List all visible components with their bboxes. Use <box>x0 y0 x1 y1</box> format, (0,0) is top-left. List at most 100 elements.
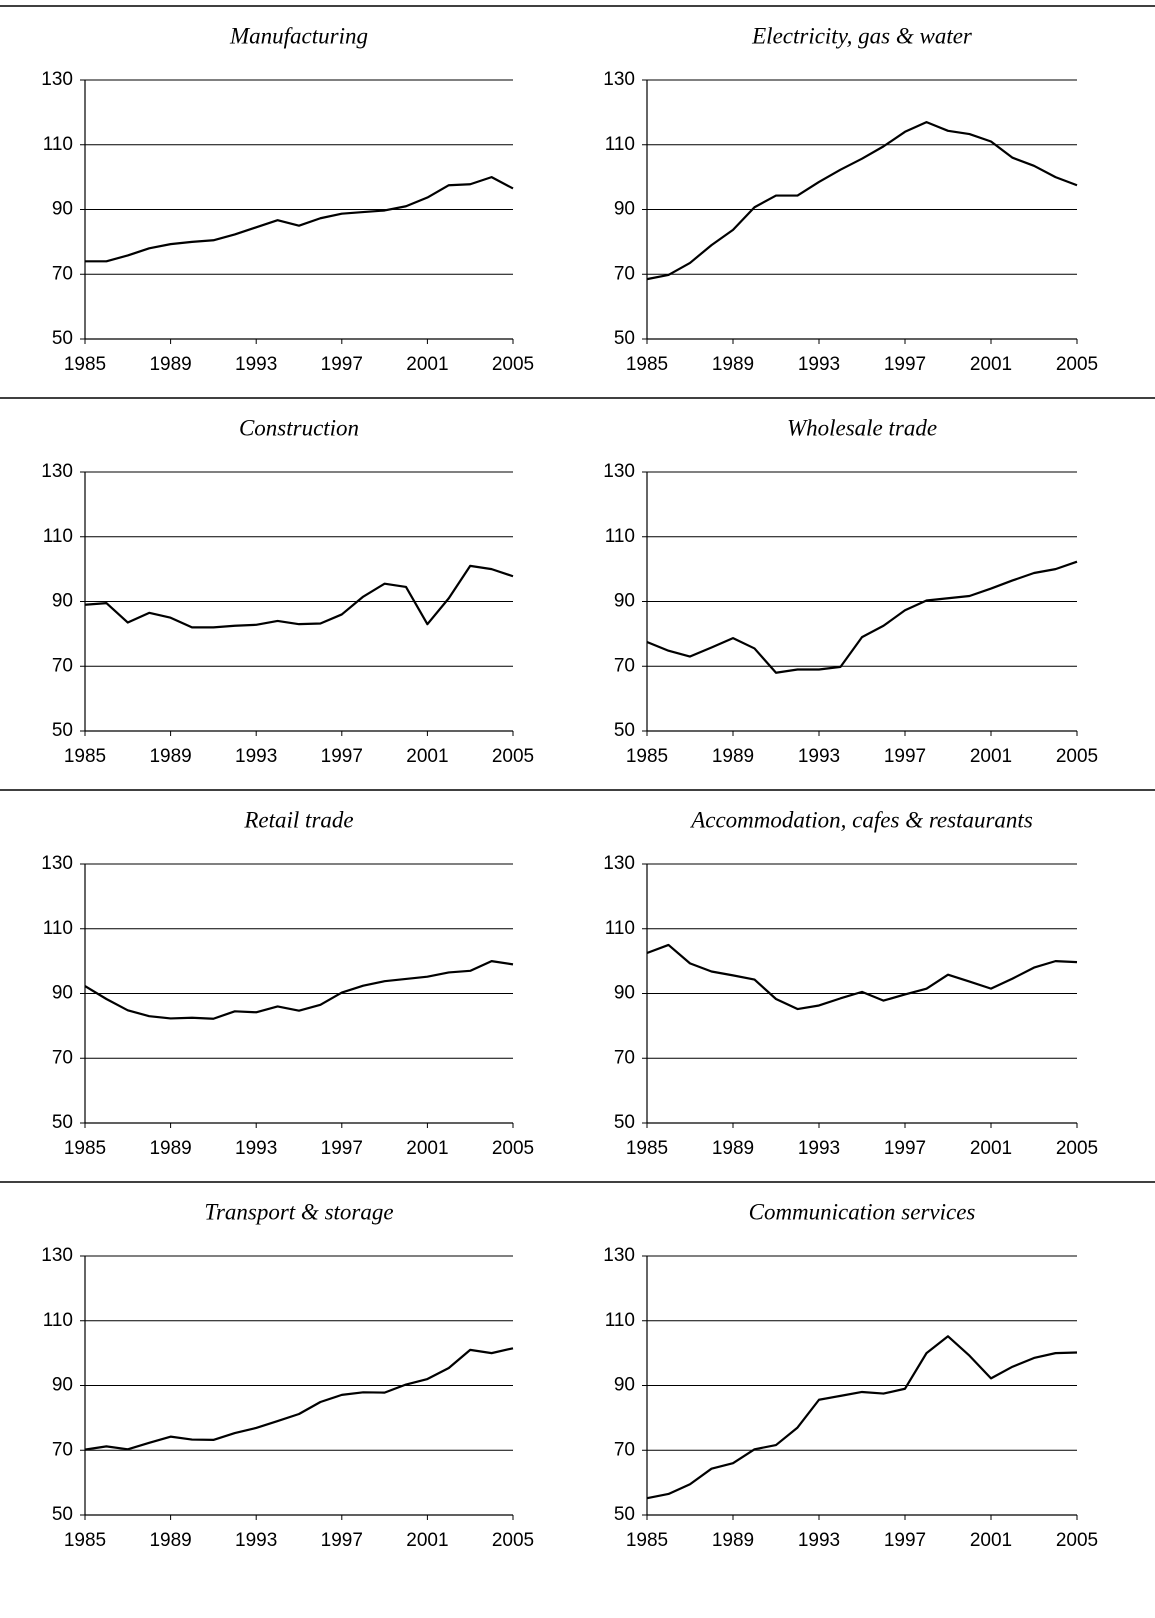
data-line <box>84 1347 514 1451</box>
chart-title: Electricity, gas & water <box>751 23 973 48</box>
x-tick-label: 1985 <box>626 746 668 767</box>
y-tick-label: 70 <box>52 263 73 284</box>
x-tick-label: 2005 <box>1056 354 1098 375</box>
x-tick-label: 1989 <box>149 1138 191 1159</box>
chart-title: Retail trade <box>243 807 353 832</box>
x-tick-label: 1989 <box>712 354 754 375</box>
x-tick-label: 2005 <box>492 1530 534 1551</box>
y-tick-label: 130 <box>603 1245 635 1266</box>
x-tick-label: 1989 <box>149 354 191 375</box>
y-tick-label: 50 <box>52 328 73 349</box>
x-tick-label: 1993 <box>235 1138 277 1159</box>
x-tick-label: 2005 <box>1056 1138 1098 1159</box>
x-tick-label: 1993 <box>235 1530 277 1551</box>
y-tick-label: 90 <box>614 983 635 1004</box>
x-tick-label: 1985 <box>64 746 106 767</box>
y-tick-label: 90 <box>52 591 73 612</box>
chart-title: Accommodation, cafes & restaurants <box>689 807 1033 832</box>
x-tick-label: 1989 <box>712 1138 754 1159</box>
y-tick-label: 70 <box>52 1047 73 1068</box>
y-tick-label: 130 <box>603 69 635 90</box>
x-tick-label: 1993 <box>798 1138 840 1159</box>
y-tick-label: 70 <box>52 1439 73 1460</box>
x-tick-label: 1993 <box>798 1530 840 1551</box>
data-line <box>646 560 1078 674</box>
x-tick-label: 2001 <box>406 354 448 375</box>
y-tick-label: 70 <box>614 263 635 284</box>
x-tick-label: 2001 <box>406 746 448 767</box>
x-tick-label: 1997 <box>884 354 926 375</box>
y-tick-label: 130 <box>603 853 635 874</box>
data-line <box>85 176 514 263</box>
x-tick-label: 2001 <box>970 354 1012 375</box>
x-tick-label: 1997 <box>321 746 363 767</box>
chart-title: Manufacturing <box>229 23 368 48</box>
y-tick-label: 130 <box>41 1245 73 1266</box>
y-tick-label: 110 <box>43 918 73 939</box>
y-tick-label: 90 <box>614 591 635 612</box>
y-tick-label: 90 <box>52 1375 73 1396</box>
x-tick-label: 2005 <box>492 746 534 767</box>
x-tick-label: 2005 <box>1056 1530 1098 1551</box>
x-tick-label: 1997 <box>884 1138 926 1159</box>
chart-title: Construction <box>239 415 359 440</box>
x-tick-label: 1989 <box>712 1530 754 1551</box>
y-tick-label: 110 <box>605 134 635 155</box>
x-tick-label: 1993 <box>235 746 277 767</box>
y-tick-label: 110 <box>43 1310 73 1331</box>
y-tick-label: 110 <box>43 526 73 547</box>
x-tick-label: 1985 <box>626 1138 668 1159</box>
x-tick-label: 1997 <box>321 1530 363 1551</box>
y-tick-label: 90 <box>614 199 635 220</box>
x-tick-label: 1993 <box>235 354 277 375</box>
x-tick-label: 1989 <box>149 1530 191 1551</box>
x-tick-label: 1985 <box>64 1138 106 1159</box>
x-tick-label: 1993 <box>798 354 840 375</box>
x-tick-label: 1985 <box>64 354 106 375</box>
y-tick-label: 110 <box>605 526 635 547</box>
x-tick-label: 1985 <box>626 1530 668 1551</box>
x-tick-label: 2005 <box>1056 746 1098 767</box>
data-line <box>646 120 1078 281</box>
y-tick-label: 130 <box>41 69 73 90</box>
y-tick-label: 130 <box>41 461 73 482</box>
x-tick-label: 1997 <box>884 746 926 767</box>
y-tick-label: 50 <box>614 1112 635 1133</box>
x-tick-label: 2001 <box>406 1138 448 1159</box>
x-tick-label: 1985 <box>626 354 668 375</box>
y-tick-label: 110 <box>605 1310 635 1331</box>
y-tick-label: 70 <box>52 655 73 676</box>
chart-title: Wholesale trade <box>787 415 937 440</box>
x-tick-label: 2001 <box>970 1530 1012 1551</box>
chart-title: Communication services <box>749 1199 976 1224</box>
y-tick-label: 90 <box>52 983 73 1004</box>
y-tick-label: 50 <box>614 328 635 349</box>
x-tick-label: 2001 <box>406 1530 448 1551</box>
x-tick-label: 1997 <box>321 1138 363 1159</box>
y-tick-label: 50 <box>52 1112 73 1133</box>
y-tick-label: 90 <box>614 1375 635 1396</box>
x-tick-label: 1997 <box>321 354 363 375</box>
y-tick-label: 50 <box>52 1504 73 1525</box>
data-line <box>646 1335 1078 1500</box>
y-tick-label: 130 <box>603 461 635 482</box>
y-tick-label: 70 <box>614 655 635 676</box>
x-tick-label: 1985 <box>64 1530 106 1551</box>
x-tick-label: 2001 <box>970 746 1012 767</box>
y-tick-label: 50 <box>614 1504 635 1525</box>
data-line <box>646 943 1078 1011</box>
x-tick-label: 1993 <box>798 746 840 767</box>
y-tick-label: 70 <box>614 1439 635 1460</box>
y-tick-label: 50 <box>614 720 635 741</box>
y-tick-label: 70 <box>614 1047 635 1068</box>
y-tick-label: 130 <box>41 853 73 874</box>
x-tick-label: 1989 <box>149 746 191 767</box>
y-tick-label: 110 <box>605 918 635 939</box>
chart-title: Transport & storage <box>204 1199 393 1224</box>
x-tick-label: 1997 <box>884 1530 926 1551</box>
y-tick-label: 90 <box>52 199 73 220</box>
data-line <box>84 564 514 629</box>
y-tick-label: 50 <box>52 720 73 741</box>
y-tick-label: 110 <box>43 134 73 155</box>
